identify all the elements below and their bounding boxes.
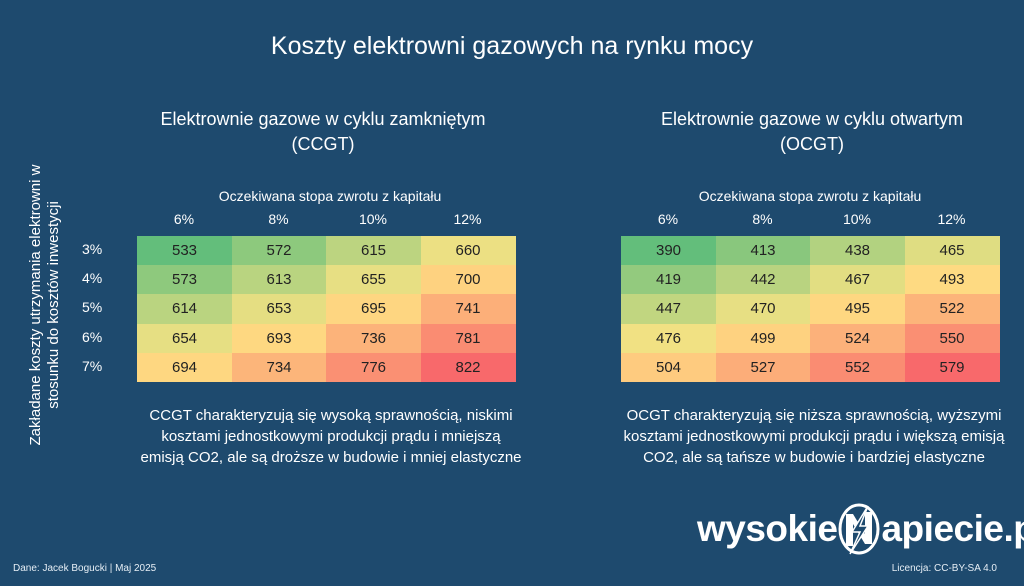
wysokienapiecie-logo[interactable]: wysokie apiecie.pl xyxy=(697,500,1024,558)
license-credit: Licencja: CC-BY-SA 4.0 xyxy=(891,563,997,574)
ocgt-heatmap-cell: 470 xyxy=(715,294,811,325)
ocgt-col-label: 6% xyxy=(657,211,679,227)
ocgt-note-line-2: kosztami jednostkowymi produkcji prądu i… xyxy=(623,428,1005,445)
ccgt-note: CCGT charakteryzują się wysoką sprawnośc… xyxy=(121,405,541,468)
ccgt-x-axis-title: Oczekiwana stopa zwrotu z kapitału xyxy=(218,188,442,204)
ccgt-heatmap-cell: 695 xyxy=(326,294,421,325)
ccgt-heatmap-cell: 700 xyxy=(420,265,516,295)
ocgt-heatmap-cell: 390 xyxy=(621,236,716,266)
ccgt-col-label: 6% xyxy=(173,211,195,227)
ocgt-title-line-1: Elektrownie gazowe w cyklu otwartym xyxy=(660,109,964,129)
ocgt-col-label: 8% xyxy=(752,211,773,227)
ccgt-heatmap-cell: 573 xyxy=(137,265,232,295)
y-axis-label-line-2: stosunku do kosztów inwestycji xyxy=(45,201,62,409)
ocgt-heatmap-cell: 504 xyxy=(621,352,716,383)
ccgt-row-label: 5% xyxy=(82,299,103,316)
ocgt-heatmap-cell: 413 xyxy=(715,236,811,266)
ccgt-heatmap-cell: 655 xyxy=(326,265,421,295)
ccgt-heatmap-cell: 822 xyxy=(420,352,516,383)
ccgt-col-label: 10% xyxy=(358,211,388,227)
ocgt-heatmap-cell: 522 xyxy=(904,294,1000,325)
ocgt-heatmap-cell: 552 xyxy=(810,352,905,383)
ocgt-heatmap-cell: 447 xyxy=(621,294,716,325)
ccgt-col-label: 8% xyxy=(268,211,289,227)
source-credit: Dane: Jacek Bogucki | Maj 2025 xyxy=(13,563,157,574)
ocgt-heatmap-cell: 527 xyxy=(715,352,811,383)
ocgt-panel-title: Elektrownie gazowe w cyklu otwartym (OCG… xyxy=(602,107,1022,157)
ccgt-heatmap-cell: 781 xyxy=(420,323,516,354)
ccgt-heatmap-cell: 653 xyxy=(231,294,327,325)
lightning-n-logo-icon xyxy=(838,502,880,556)
ccgt-heatmap-cell: 693 xyxy=(231,323,327,354)
ocgt-col-label: 12% xyxy=(937,211,966,227)
ccgt-title-line-2: (CCGT) xyxy=(291,134,355,154)
ccgt-col-label: 12% xyxy=(453,211,482,227)
ccgt-heatmap-cell: 734 xyxy=(231,352,327,383)
ccgt-heatmap-cell: 694 xyxy=(137,352,232,383)
ccgt-heatmap-cell: 741 xyxy=(420,294,516,325)
ocgt-note: OCGT charakteryzują się niższa sprawnośc… xyxy=(604,405,1024,468)
ocgt-title-line-2: (OCGT) xyxy=(780,134,844,154)
ocgt-col-label: 10% xyxy=(842,211,872,227)
ccgt-row-label: 6% xyxy=(82,328,103,345)
ocgt-heatmap-cell: 524 xyxy=(810,323,905,354)
ocgt-heatmap-cell: 467 xyxy=(810,265,905,295)
ocgt-heatmap-cell: 495 xyxy=(810,294,905,325)
ccgt-heatmap-cell: 736 xyxy=(326,323,421,354)
ocgt-heatmap-cell: 465 xyxy=(904,236,1000,266)
ccgt-note-line-1: CCGT charakteryzują się wysoką sprawnośc… xyxy=(149,407,513,424)
ocgt-heatmap-cell: 493 xyxy=(904,265,1000,295)
ccgt-title-line-1: Elektrownie gazowe w cyklu zamkniętym xyxy=(160,109,486,129)
logo-text-part2: apiecie.pl xyxy=(881,508,1024,549)
ccgt-heatmap-cell: 533 xyxy=(137,236,232,266)
ccgt-row-label: 4% xyxy=(82,270,103,287)
ccgt-heatmap-cell: 660 xyxy=(420,236,516,266)
ccgt-row-label: 7% xyxy=(82,357,103,374)
ccgt-row-label: 3% xyxy=(82,241,103,257)
ccgt-note-line-3: emisją CO2, ale są droższe w budowie i m… xyxy=(140,449,522,466)
ocgt-note-line-1: OCGT charakteryzują się niższa sprawnośc… xyxy=(626,407,1002,424)
ocgt-heatmap-cell: 438 xyxy=(810,236,905,266)
ccgt-panel-title: Elektrownie gazowe w cyklu zamkniętym (C… xyxy=(113,107,533,157)
ccgt-heatmap-cell: 615 xyxy=(326,236,421,266)
ccgt-heatmap-cell: 654 xyxy=(137,323,232,354)
ocgt-note-line-3: CO2, ale są tańsze w budowie i bardziej … xyxy=(643,449,985,466)
y-axis-label-line-1: Zakładane koszty utrzymania elektrowni w xyxy=(27,164,44,446)
ocgt-x-axis-title: Oczekiwana stopa zwrotu z kapitału xyxy=(698,188,922,204)
ccgt-note-line-2: kosztami jednostkowymi produkcji prądu i… xyxy=(161,428,501,445)
ocgt-heatmap-cell: 419 xyxy=(621,265,716,295)
ccgt-heatmap-cell: 613 xyxy=(231,265,327,295)
ocgt-heatmap-cell: 442 xyxy=(715,265,811,295)
ocgt-heatmap-cell: 579 xyxy=(904,352,1000,383)
chart-title: Koszty elektrowni gazowych na rynku mocy xyxy=(270,32,754,60)
ocgt-heatmap-cell: 476 xyxy=(621,323,716,354)
ccgt-heatmap-cell: 572 xyxy=(231,236,327,266)
ccgt-heatmap-cell: 614 xyxy=(137,294,232,325)
logo-text-part1: wysokie xyxy=(697,508,838,549)
ocgt-heatmap-cell: 550 xyxy=(904,323,1000,354)
ccgt-heatmap-cell: 776 xyxy=(326,352,421,383)
ocgt-heatmap-cell: 499 xyxy=(715,323,811,354)
